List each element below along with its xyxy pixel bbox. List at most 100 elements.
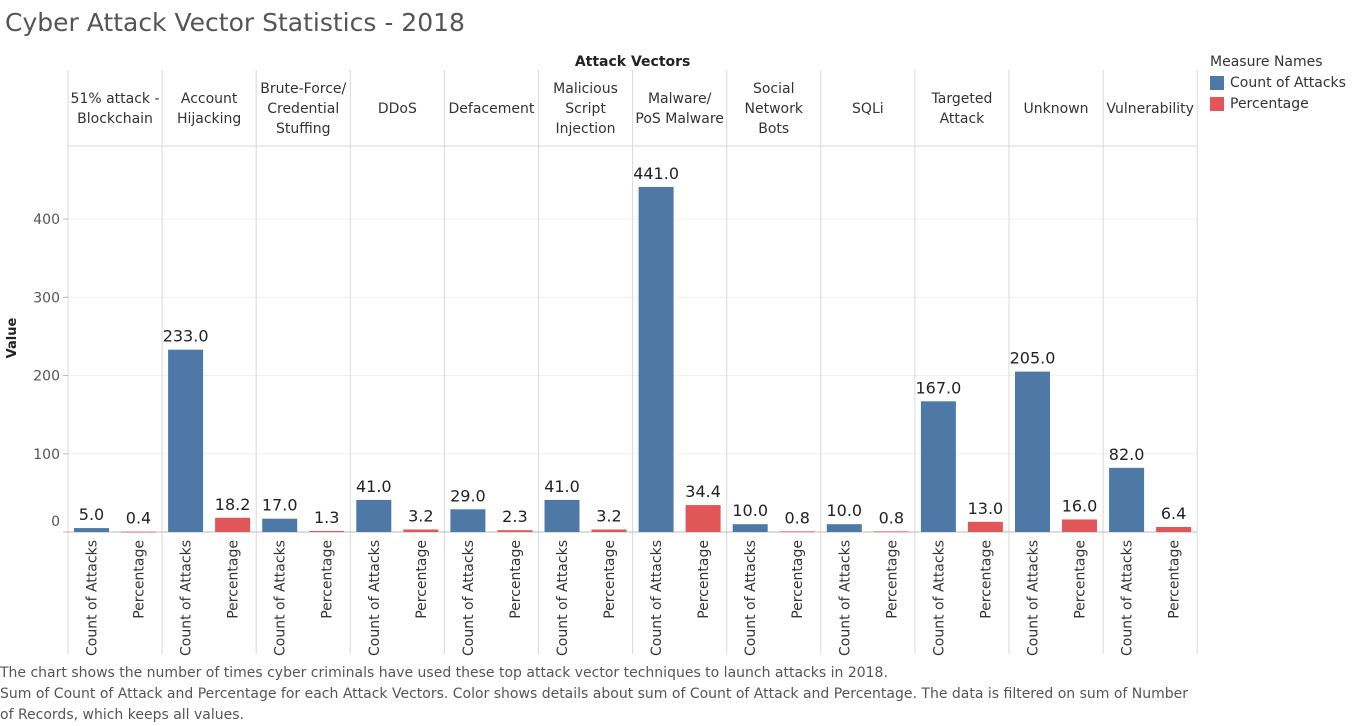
data-label: 2.3 (502, 507, 527, 526)
measure-label: Count of Attacks (1120, 540, 1136, 656)
chart-title: Cyber Attack Vector Statistics - 2018 (5, 8, 465, 37)
legend-swatch-count (1210, 75, 1224, 90)
data-label: 34.4 (685, 482, 721, 501)
category-label: Social (753, 81, 795, 97)
y-tick-label: 400 (33, 212, 60, 228)
data-label: 41.0 (356, 477, 392, 496)
measure-label: Percentage (790, 540, 806, 619)
measure-label: Percentage (320, 540, 336, 619)
data-label: 13.0 (968, 499, 1004, 518)
y-tick-label: 0 (51, 514, 60, 530)
data-label: 18.2 (215, 495, 251, 514)
measure-label: Percentage (884, 540, 900, 619)
bar-percentage (779, 531, 815, 533)
bar-count (1109, 467, 1145, 532)
bar-count (262, 518, 298, 532)
data-label: 3.2 (408, 506, 433, 525)
legend-swatch-percentage (1210, 96, 1224, 111)
measure-label: Count of Attacks (837, 540, 853, 656)
data-label: 441.0 (633, 164, 679, 183)
data-label: 205.0 (1010, 349, 1056, 368)
data-label: 3.2 (596, 506, 621, 525)
bar-percentage (121, 531, 156, 533)
bar-count (1015, 371, 1050, 532)
data-label: 0.4 (126, 509, 151, 528)
legend-label-count: Count of Attacks (1230, 74, 1346, 91)
category-label: Vulnerability (1106, 101, 1194, 117)
category-label: Malicious (553, 81, 618, 97)
data-label: 29.0 (450, 486, 486, 505)
bar-percentage (873, 531, 909, 533)
measure-label: Percentage (696, 540, 712, 619)
data-label: 5.0 (79, 505, 104, 524)
y-tick-label: 200 (33, 369, 60, 385)
category-label: Targeted (931, 91, 993, 107)
caption: The chart shows the number of times cybe… (0, 663, 1200, 726)
legend-item-count[interactable]: Count of Attacks (1210, 72, 1346, 93)
measure-label: Percentage (978, 540, 994, 619)
bar-percentage (215, 517, 251, 532)
measure-label: Percentage (414, 540, 430, 619)
category-label: Attack (940, 111, 986, 127)
measure-label: Percentage (508, 540, 524, 619)
category-label: Unknown (1024, 101, 1089, 117)
measure-label: Count of Attacks (555, 540, 571, 656)
category-label: PoS Malware (635, 111, 723, 127)
measure-label: Count of Attacks (649, 540, 665, 656)
category-label: Bots (758, 121, 789, 137)
bar-count (544, 499, 580, 532)
category-label: DDoS (378, 101, 417, 117)
category-label: 51% attack - (71, 91, 160, 107)
column-header: Attack Vectors (575, 54, 691, 70)
measure-label: Percentage (226, 540, 242, 619)
measure-label: Percentage (1073, 540, 1089, 619)
legend-item-percentage[interactable]: Percentage (1210, 93, 1346, 114)
data-label: 10.0 (732, 501, 768, 520)
measure-label: Count of Attacks (743, 540, 759, 656)
category-label: SQLi (852, 101, 884, 117)
measure-label: Count of Attacks (179, 540, 195, 656)
data-label: 16.0 (1062, 496, 1098, 515)
measure-label: Count of Attacks (461, 540, 477, 656)
measure-label: Count of Attacks (931, 540, 947, 656)
data-label: 1.3 (314, 508, 339, 527)
category-label: Injection (556, 121, 616, 137)
data-label: 17.0 (262, 496, 298, 515)
category-label: Brute-Force/ (260, 81, 346, 97)
measure-label: Count of Attacks (367, 540, 383, 656)
category-label: Script (565, 101, 606, 117)
data-label: 0.8 (784, 508, 809, 527)
category-label: Defacement (449, 101, 535, 117)
measure-label: Percentage (602, 540, 618, 619)
bar-count (168, 349, 204, 532)
measure-label: Percentage (132, 540, 148, 619)
category-label: Network (745, 101, 804, 117)
category-label: Stuffing (276, 121, 331, 137)
legend-label-percentage: Percentage (1230, 95, 1309, 112)
measure-label: Percentage (1167, 540, 1183, 619)
bar-percentage (1062, 519, 1097, 532)
data-label: 82.0 (1109, 445, 1145, 464)
caption-line-1: The chart shows the number of times cybe… (0, 665, 888, 681)
bar-percentage (309, 530, 345, 532)
bar-count (826, 524, 862, 532)
measure-label: Count of Attacks (273, 540, 289, 656)
bar-percentage (403, 529, 439, 532)
bar-count (920, 401, 956, 532)
data-label: 167.0 (915, 378, 961, 397)
caption-line-2: Sum of Count of Attack and Percentage fo… (0, 686, 1189, 723)
bar-percentage (685, 505, 721, 532)
bar-count (356, 499, 392, 532)
bar-percentage (497, 530, 533, 532)
data-label: 0.8 (879, 508, 904, 527)
category-label: Malware/ (648, 91, 712, 107)
category-label: Blockchain (77, 111, 153, 127)
bar-count (732, 524, 768, 532)
legend: Measure Names Count of Attacks Percentag… (1210, 54, 1346, 114)
bar-count (74, 528, 109, 532)
measure-label: Count of Attacks (1026, 540, 1042, 656)
bar-percentage (1156, 526, 1192, 532)
bar-percentage (967, 521, 1003, 532)
y-axis-label: Value (5, 317, 20, 358)
